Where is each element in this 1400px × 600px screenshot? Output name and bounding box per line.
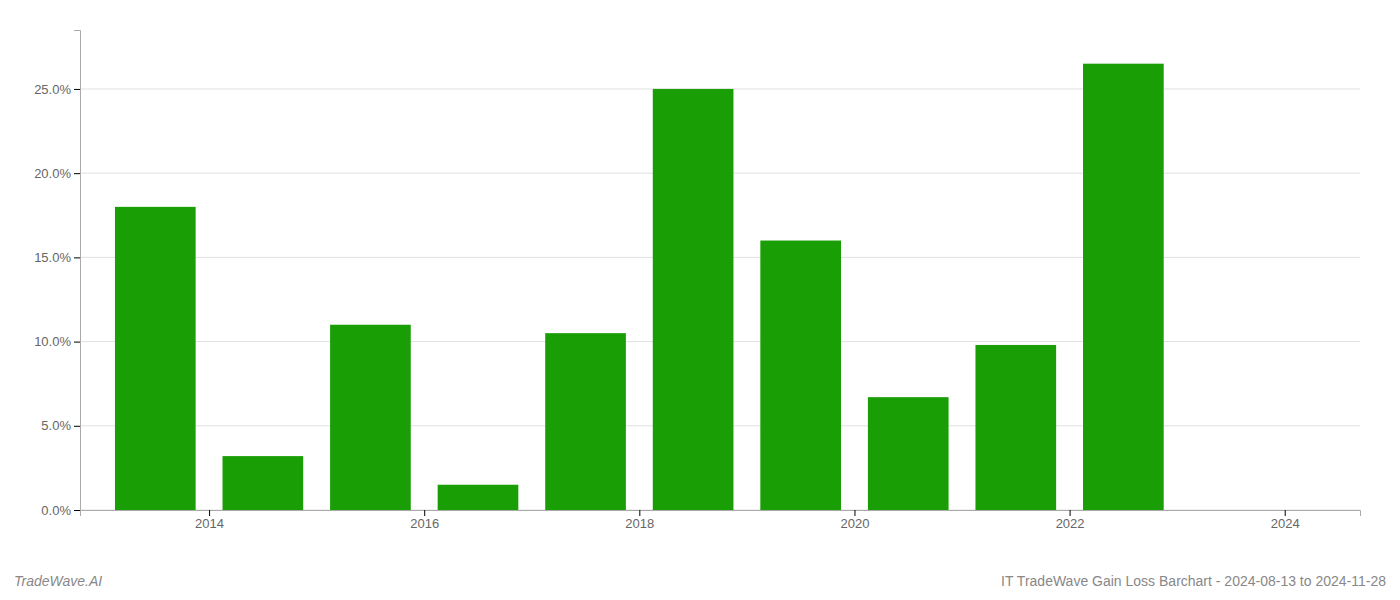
y-tick-label: 10.0% [34, 334, 71, 349]
y-tick: 0.0% [41, 503, 80, 518]
x-tick-label: 2022 [1056, 516, 1085, 531]
y-tick-mark [74, 426, 80, 427]
grid [80, 89, 1360, 510]
x-tick-mark [1070, 510, 1071, 516]
x-tick-label: 2014 [195, 516, 224, 531]
x-tick-label: 2018 [625, 516, 654, 531]
y-tick: 10.0% [34, 334, 80, 349]
y-tick-mark [74, 257, 80, 258]
y-tick-mark [74, 173, 80, 174]
y-tick: 5.0% [41, 418, 80, 433]
x-tick-mark [424, 510, 425, 516]
x-tick: 2020 [840, 510, 869, 531]
watermark: TradeWave.AI [14, 573, 102, 589]
x-tick: 2016 [410, 510, 439, 531]
x-axis: 2014 2016 2018 2020 2022 2024 [81, 510, 1361, 531]
x-tick-mark [1285, 510, 1286, 516]
bar [868, 397, 949, 510]
y-tick: 25.0% [34, 82, 80, 97]
chart: 2014 2016 2018 2020 2022 2024 0.0% 5.0% 10.0% 15.… [0, 0, 1400, 600]
x-tick: 2018 [625, 510, 654, 531]
y-tick: 15.0% [34, 250, 80, 265]
bar [330, 325, 411, 510]
y-tick-label: 0.0% [41, 503, 71, 518]
bar [975, 345, 1056, 510]
x-tick: 2022 [1056, 510, 1085, 531]
y-tick-mark [74, 89, 80, 90]
y-tick-label: 5.0% [41, 418, 71, 433]
x-axis-line [81, 511, 1361, 517]
y-tick-label: 25.0% [34, 82, 71, 97]
texts: TradeWave.AI IT TradeWave Gain Loss Barch… [14, 573, 1386, 589]
bar [653, 89, 734, 510]
y-tick-label: 15.0% [34, 250, 71, 265]
x-tick: 2014 [195, 510, 224, 531]
y-tick-mark [74, 510, 80, 511]
y-axis-line [74, 31, 81, 511]
y-tick-label: 20.0% [34, 166, 71, 181]
x-tick-mark [854, 510, 855, 516]
bar [115, 207, 196, 510]
x-tick-mark [639, 510, 640, 516]
bar [1083, 64, 1164, 510]
bar [760, 241, 841, 510]
bar [438, 485, 519, 510]
x-tick-label: 2024 [1271, 516, 1300, 531]
y-tick: 20.0% [34, 166, 80, 181]
x-tick-label: 2020 [840, 516, 869, 531]
bar [223, 456, 304, 510]
x-tick-label: 2016 [410, 516, 439, 531]
bars [115, 64, 1164, 510]
x-tick: 2024 [1271, 510, 1300, 531]
title: IT TradeWave Gain Loss Barchart - 2024-0… [1001, 573, 1386, 589]
y-tick-mark [74, 342, 80, 343]
y-axis: 0.0% 5.0% 10.0% 15.0% 20.0% 25.0% [34, 31, 80, 518]
x-tick-mark [209, 510, 210, 516]
bar [545, 333, 626, 510]
